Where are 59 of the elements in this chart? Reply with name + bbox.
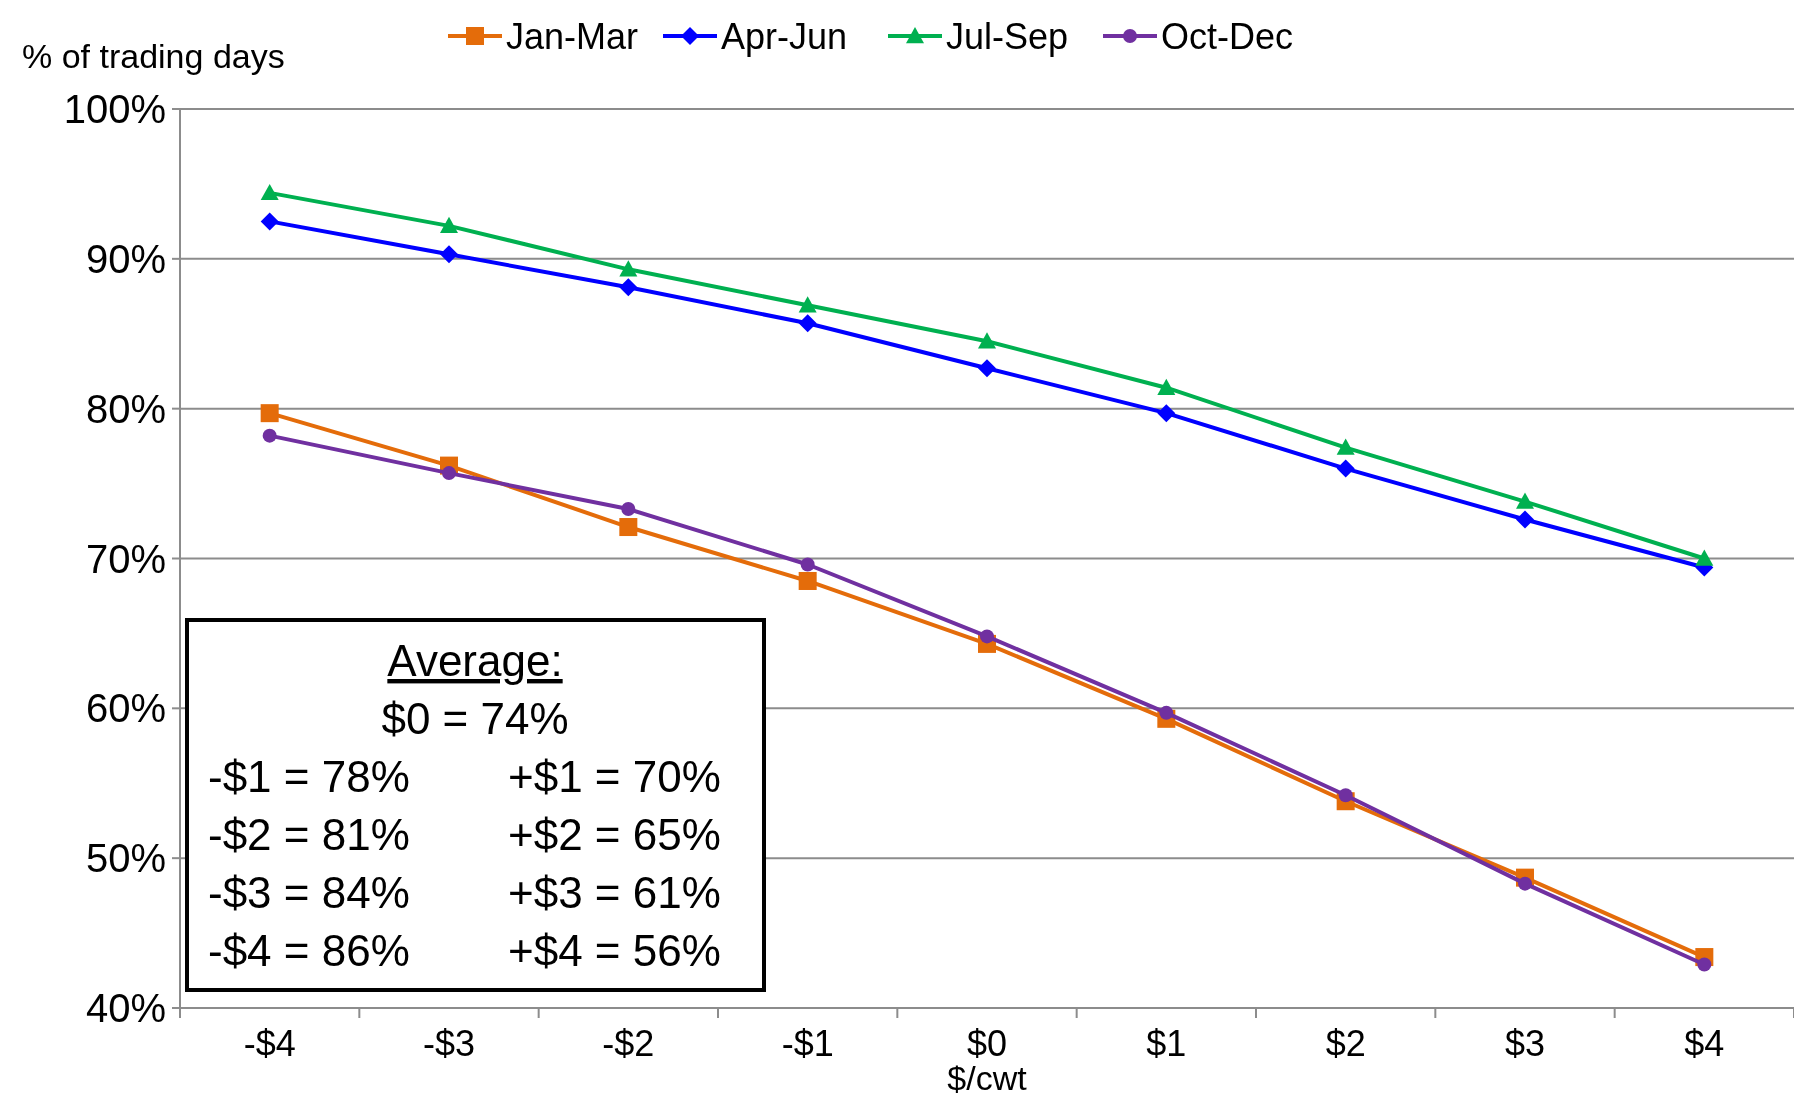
point xyxy=(1157,404,1176,423)
point xyxy=(619,260,638,277)
x-tick-label: $3 xyxy=(1504,1023,1546,1064)
legend-label: Jul-Sep xyxy=(946,15,1069,57)
y-tick-label: 50% xyxy=(85,836,166,881)
point xyxy=(442,466,456,481)
point xyxy=(1338,788,1353,803)
point xyxy=(1518,876,1532,891)
point xyxy=(978,359,996,378)
y-tick-label: 80% xyxy=(85,386,166,431)
point xyxy=(262,428,277,443)
x-tick-label: -$2 xyxy=(602,1023,655,1064)
point xyxy=(798,296,817,313)
point xyxy=(1697,957,1712,972)
x-tick-label: $1 xyxy=(1146,1023,1187,1064)
point xyxy=(1157,378,1176,395)
point xyxy=(440,245,458,264)
point xyxy=(621,502,636,517)
point xyxy=(978,332,996,349)
annotation: $0 = 74% xyxy=(381,694,569,743)
x-tick-label: $2 xyxy=(1325,1023,1366,1064)
annotation: +$4 = 56% xyxy=(508,926,721,975)
y-tick-label: 90% xyxy=(85,236,166,281)
legend-label: Jan-Mar xyxy=(506,15,639,57)
point xyxy=(1336,438,1355,455)
x-tick-label: $4 xyxy=(1684,1023,1725,1064)
point xyxy=(798,571,817,590)
y-tick-label: 70% xyxy=(85,536,166,581)
y-tick-label: 100% xyxy=(63,87,166,131)
point xyxy=(1695,549,1714,566)
point xyxy=(800,557,815,572)
x-tick-label: -$4 xyxy=(243,1023,296,1064)
point xyxy=(260,404,279,423)
x-tick-label: -$3 xyxy=(422,1023,476,1064)
point xyxy=(1516,510,1534,529)
y-axis-title: % of trading days xyxy=(22,37,285,75)
legend-label: Apr-Jun xyxy=(721,15,848,57)
annotation: +$1 = 70% xyxy=(508,752,721,801)
point xyxy=(260,212,279,231)
point xyxy=(619,518,638,537)
point xyxy=(619,278,638,297)
x-tick-label: -$1 xyxy=(781,1023,834,1064)
point xyxy=(1516,492,1534,509)
point xyxy=(440,216,458,234)
y-tick-label: 60% xyxy=(85,686,166,731)
annotation: -$4 = 86% xyxy=(208,926,410,975)
point xyxy=(980,629,994,644)
annotation: +$3 = 61% xyxy=(508,868,721,917)
legend-label: Oct-Dec xyxy=(1161,15,1294,57)
annotation: +$2 = 65% xyxy=(508,810,721,859)
annotation: -$1 = 78% xyxy=(208,752,410,801)
annotation: -$2 = 81% xyxy=(208,810,410,859)
point xyxy=(798,314,817,333)
annotation: -$3 = 84% xyxy=(208,868,410,917)
y-tick-label: 40% xyxy=(85,986,166,1030)
point xyxy=(1336,459,1355,478)
point xyxy=(260,183,279,201)
annotation: Average: xyxy=(387,636,563,685)
point xyxy=(1159,705,1174,720)
